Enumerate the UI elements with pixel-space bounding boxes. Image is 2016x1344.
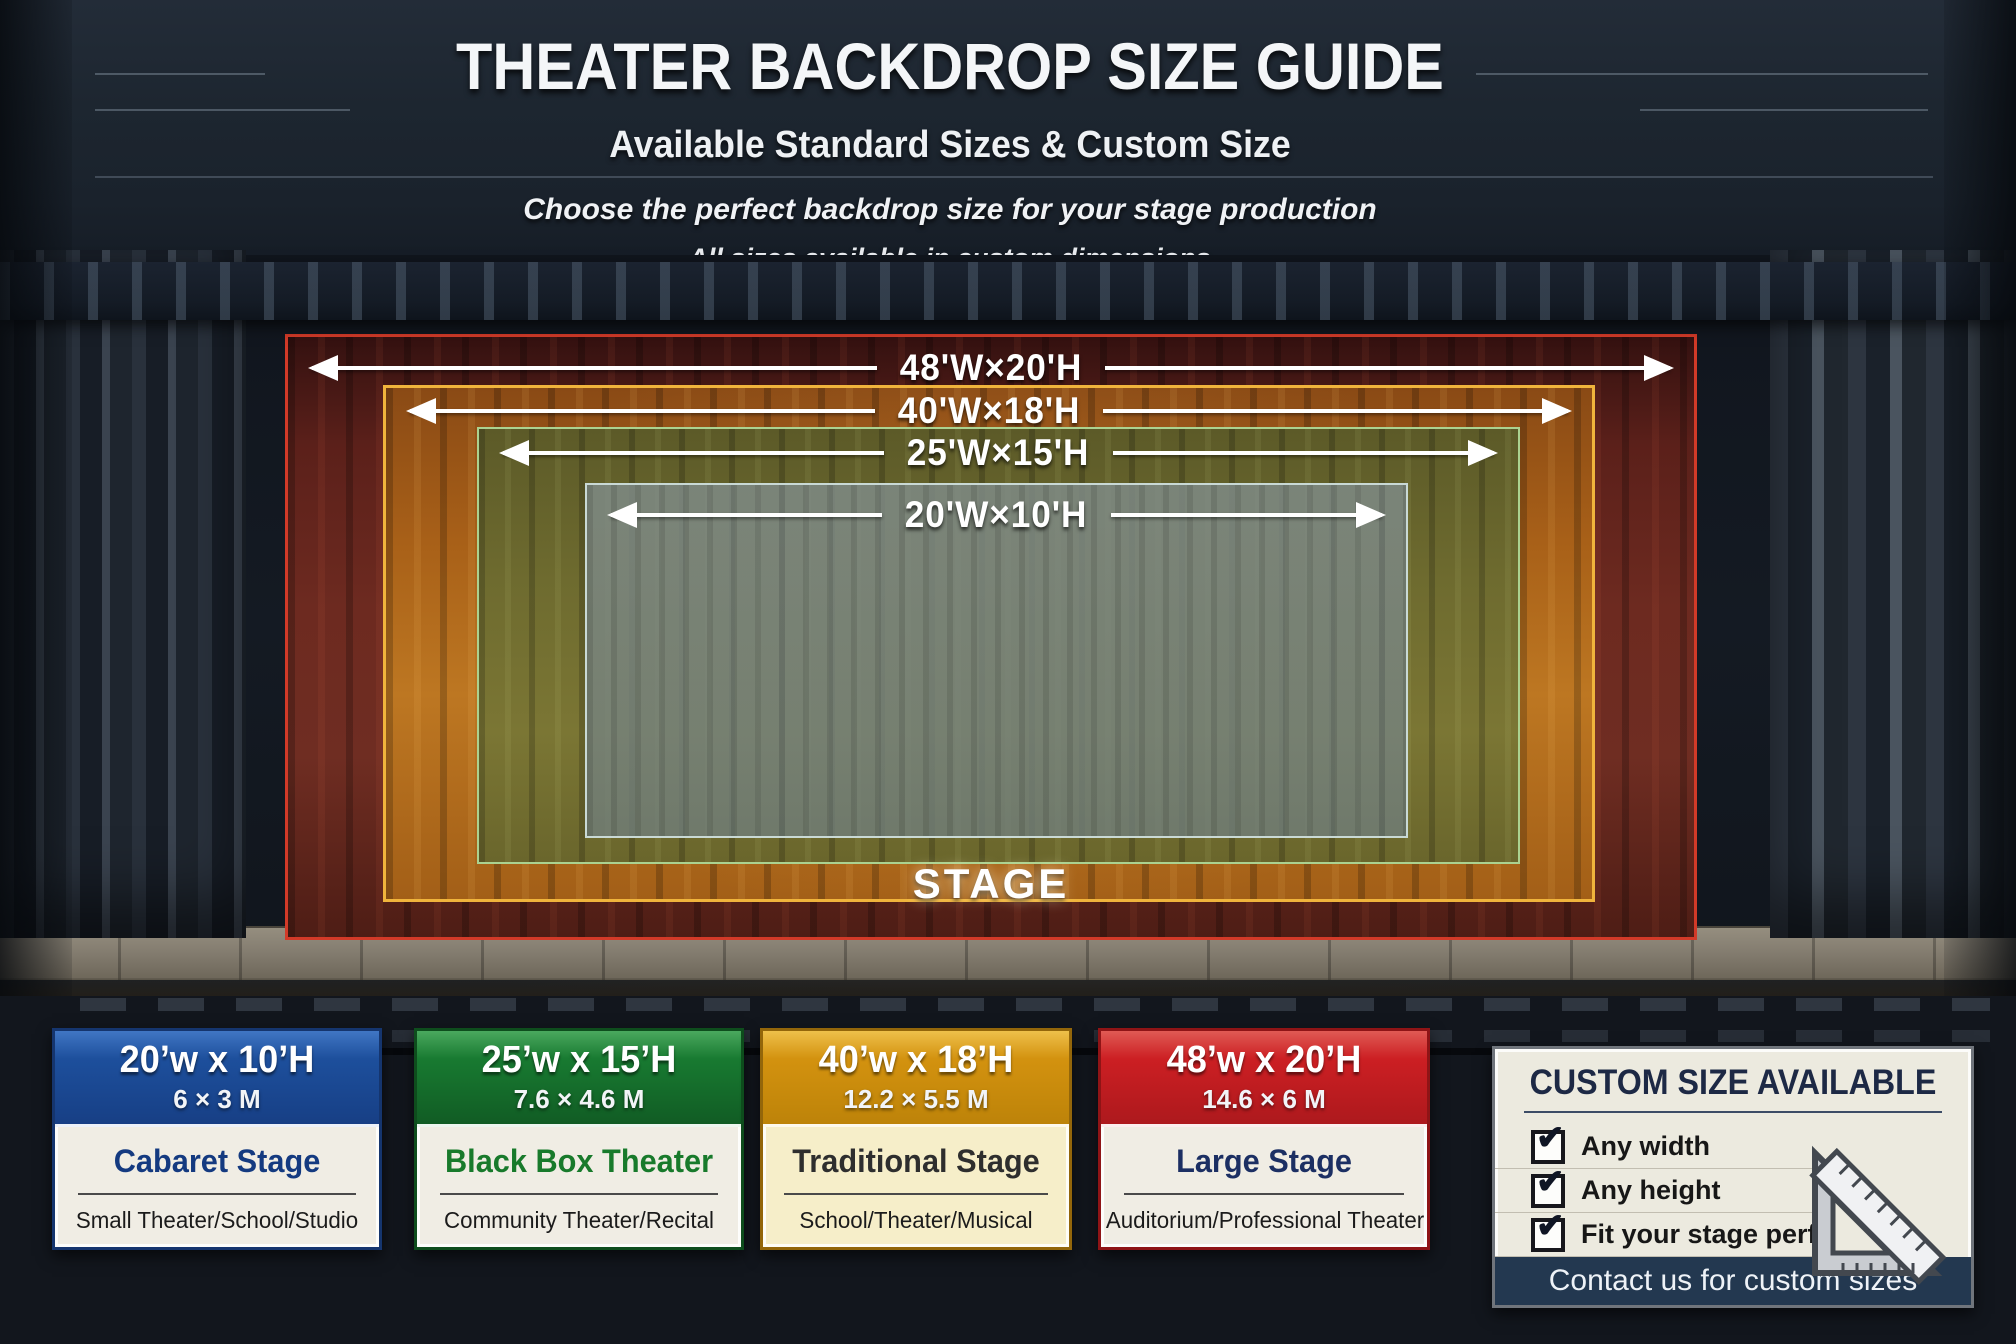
backdrop-size-label: 40'W×18'H [897,390,1081,431]
size-card-header: 25’w x 15’H 7.6 × 4.6 M [417,1031,741,1127]
divider [95,109,350,111]
size-card-metric: 7.6 × 4.6 M [513,1084,645,1114]
size-card-dimensions: 25’w x 15’H [481,1039,677,1081]
right-pillar [1944,0,2016,996]
arrow-left-icon [611,513,883,517]
size-card-48x20: 48’w x 20’H 14.6 × 6 M Large Stage Audit… [1098,1028,1430,1250]
size-card-body: Cabaret Stage Small Theater/School/Studi… [55,1127,379,1234]
size-card-metric: 6 × 3 M [173,1084,261,1114]
size-card-body: Traditional Stage School/Theater/Musical [763,1127,1069,1234]
card-connector [1068,1048,1102,1055]
arrow-right-icon [1110,513,1383,517]
divider [95,73,265,75]
divider [1476,73,1928,75]
size-card-name: Large Stage [1176,1143,1352,1179]
left-pillar [0,0,72,996]
backdrop-20x10: 20'W×10'H [585,483,1408,838]
top-valance-curtain [0,262,2016,320]
divider [1123,1193,1405,1195]
feature-any-width: Any width [1495,1118,1825,1169]
arrow-left-icon [312,366,877,370]
stage-label: STAGE [912,860,1070,907]
size-card-use: Auditorium/Professional Theater [1105,1207,1425,1233]
size-card-use: Small Theater/School/Studio [75,1207,359,1233]
backdrop-size-label: 20'W×10'H [905,494,1088,535]
size-card-dimensions: 20’w x 10’H [119,1039,315,1081]
divider [439,1193,719,1195]
custom-size-card: CUSTOM SIZE AVAILABLE Any width Any heig… [1492,1046,1974,1308]
checked-checkbox-icon [1531,1118,1565,1164]
feature-label: Any width [1581,1131,1710,1161]
feature-label: Any height [1581,1175,1721,1205]
header-panel: THEATER BACKDROP SIZE GUIDE Available St… [0,0,2016,273]
dimension-row: 48'W×20'H [288,345,1694,391]
size-card-40x18: 40’w x 18’H 12.2 × 5.5 M Traditional Sta… [760,1028,1072,1250]
stage-floor-edge [0,978,2016,996]
size-card-use: School/Theater/Musical [799,1207,1033,1233]
arrow-right-icon [1103,409,1569,413]
size-card-header: 20’w x 10’H 6 × 3 M [55,1031,379,1127]
dimension-row: 20'W×10'H [587,492,1406,538]
size-card-body: Large Stage Auditorium/Professional Thea… [1101,1127,1427,1234]
size-card-name: Traditional Stage [792,1143,1040,1179]
size-card-name: Black Box Theater [444,1143,714,1179]
divider [95,176,1933,178]
size-card-20x10: 20’w x 10’H 6 × 3 M Cabaret Stage Small … [52,1028,382,1250]
size-card-name: Cabaret Stage [113,1143,321,1179]
stage-front-slats [80,998,1990,1011]
divider [77,1193,357,1195]
arrow-right-icon [1112,451,1495,455]
size-card-25x15: 25’w x 15’H 7.6 × 4.6 M Black Box Theate… [414,1028,744,1250]
size-card-body: Black Box Theater Community Theater/Reci… [417,1127,741,1234]
page-subtitle: Available Standard Sizes & Custom Size [609,124,1291,166]
size-card-header: 48’w x 20’H 14.6 × 6 M [1101,1031,1427,1127]
size-card-metric: 12.2 × 5.5 M [843,1084,989,1114]
arrow-right-icon [1105,366,1671,370]
arrow-left-icon [410,409,875,413]
size-card-dimensions: 40’w x 18’H [818,1039,1014,1081]
divider [784,1193,1048,1195]
backdrop-size-label: 48'W×20'H [899,347,1083,388]
card-connector [1428,1048,1496,1055]
backdrop-size-label: 25'W×15'H [907,432,1090,473]
tagline: Choose the perfect backdrop size for you… [523,193,1377,226]
card-connector [742,1048,764,1055]
dimension-row: 40'W×18'H [386,388,1592,434]
divider [1523,1111,1943,1113]
page-title: THEATER BACKDROP SIZE GUIDE [456,29,1444,103]
size-card-dimensions: 48’w x 20’H [1166,1039,1362,1081]
size-card-metric: 14.6 × 6 M [1202,1084,1326,1114]
feature-any-height: Any height [1495,1162,1825,1213]
arrow-left-icon [503,451,885,455]
dimension-row: 25'W×15'H [479,430,1518,476]
size-card-use: Community Theater/Recital [444,1207,714,1233]
custom-card-title: CUSTOM SIZE AVAILABLE [1529,1063,1937,1102]
card-connector [378,1048,418,1055]
checked-checkbox-icon [1531,1162,1565,1208]
size-card-header: 40’w x 18’H 12.2 × 5.5 M [763,1031,1069,1127]
checked-checkbox-icon [1531,1206,1565,1252]
feature-fit-stage: Fit your stage perfectly [1495,1206,1878,1257]
divider [1640,109,1928,111]
set-square-ruler-icon [1809,1145,1947,1286]
